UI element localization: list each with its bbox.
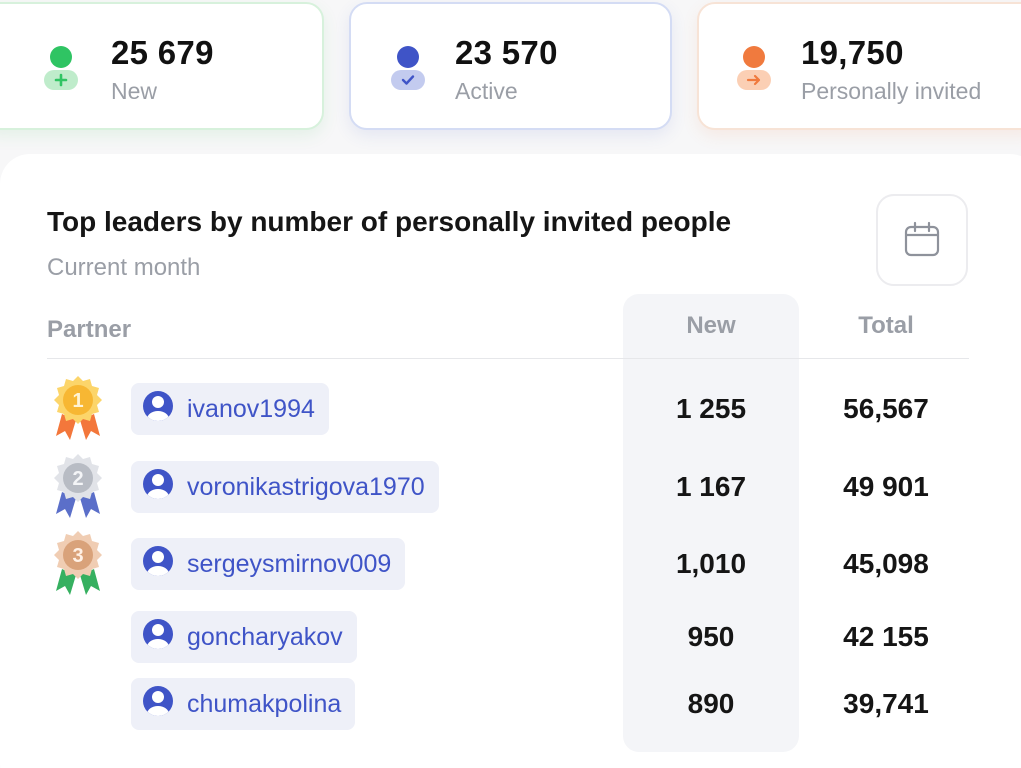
partner-name: sergeysmirnov009 [187,549,392,578]
partner-name: chumakpolina [187,689,342,718]
stat-card-active[interactable]: 23 570 Active [349,2,672,130]
medal-rank: 2 [72,468,83,490]
user-avatar-icon [143,546,173,576]
bronze-medal-icon: 3 [48,529,108,599]
cell-new: 890 [687,688,735,719]
column-header-new[interactable]: New [686,312,736,339]
cell-total: 42 155 [843,621,929,652]
table-row: 3 sergeysmirnov009 1,010 45,098 [0,531,1021,595]
panel-title: Top leaders by number of personally invi… [47,206,732,237]
partner-name: ivanov1994 [187,394,315,423]
header-divider [47,358,969,359]
cell-new: 1,010 [675,548,747,579]
gold-medal-icon: 1 [48,374,108,444]
cell-total: 49 901 [843,471,929,502]
cell-new: 1 255 [675,393,747,424]
stat-label: New [111,78,158,104]
partner-link[interactable]: goncharyakov [131,611,357,663]
stat-value: 25 679 [111,34,214,71]
user-avatar-icon [143,619,173,649]
panel-subtitle: Current month [47,254,201,281]
cell-total: 56,567 [843,393,929,424]
stat-card-new[interactable]: 25 679 New [0,2,324,130]
table-row: 2 voronikastrigova1970 1 167 49 901 [0,454,1021,518]
user-avatar-icon [143,391,173,421]
partner-name: voronikastrigova1970 [187,472,425,501]
user-arrow-icon [737,44,771,94]
partner-link[interactable]: sergeysmirnov009 [131,538,406,590]
cell-total: 45,098 [843,548,929,579]
user-avatar-icon [143,686,173,716]
cell-new: 1 167 [675,471,747,502]
user-plus-icon [44,44,78,94]
column-header-total[interactable]: Total [858,312,914,339]
stats-bar: 25 679 New 23 570 Active 19,750 Personal… [0,0,1021,132]
user-check-icon [391,44,425,94]
column-header-partner[interactable]: Partner [47,316,132,343]
cell-total: 39,741 [843,688,929,719]
leaders-panel: Top leaders by number of personally invi… [0,154,1021,768]
calendar-icon [904,221,940,257]
medal-rank: 3 [72,545,83,567]
cell-new: 950 [687,621,735,652]
partner-link[interactable]: ivanov1994 [131,383,329,435]
partner-name: goncharyakov [187,622,343,651]
partner-link[interactable]: chumakpolina [131,678,356,730]
stat-label: Active [455,78,518,104]
stat-label: Personally invited [801,78,982,104]
partner-link[interactable]: voronikastrigova1970 [131,461,439,513]
new-column-highlight [623,294,799,752]
table-row: 1 ivanov1994 1 255 56,567 [0,376,1021,440]
user-avatar-icon [143,469,173,499]
table-row: chumakpolina 890 39,741 [0,678,1021,732]
stat-value: 19,750 [801,34,904,71]
stat-value: 23 570 [455,34,558,71]
calendar-button[interactable] [876,194,968,286]
table-row: goncharyakov 950 42 155 [0,611,1021,665]
medal-rank: 1 [72,390,83,412]
silver-medal-icon: 2 [48,452,108,522]
stat-card-personally-invited[interactable]: 19,750 Personally invited [697,2,1021,130]
